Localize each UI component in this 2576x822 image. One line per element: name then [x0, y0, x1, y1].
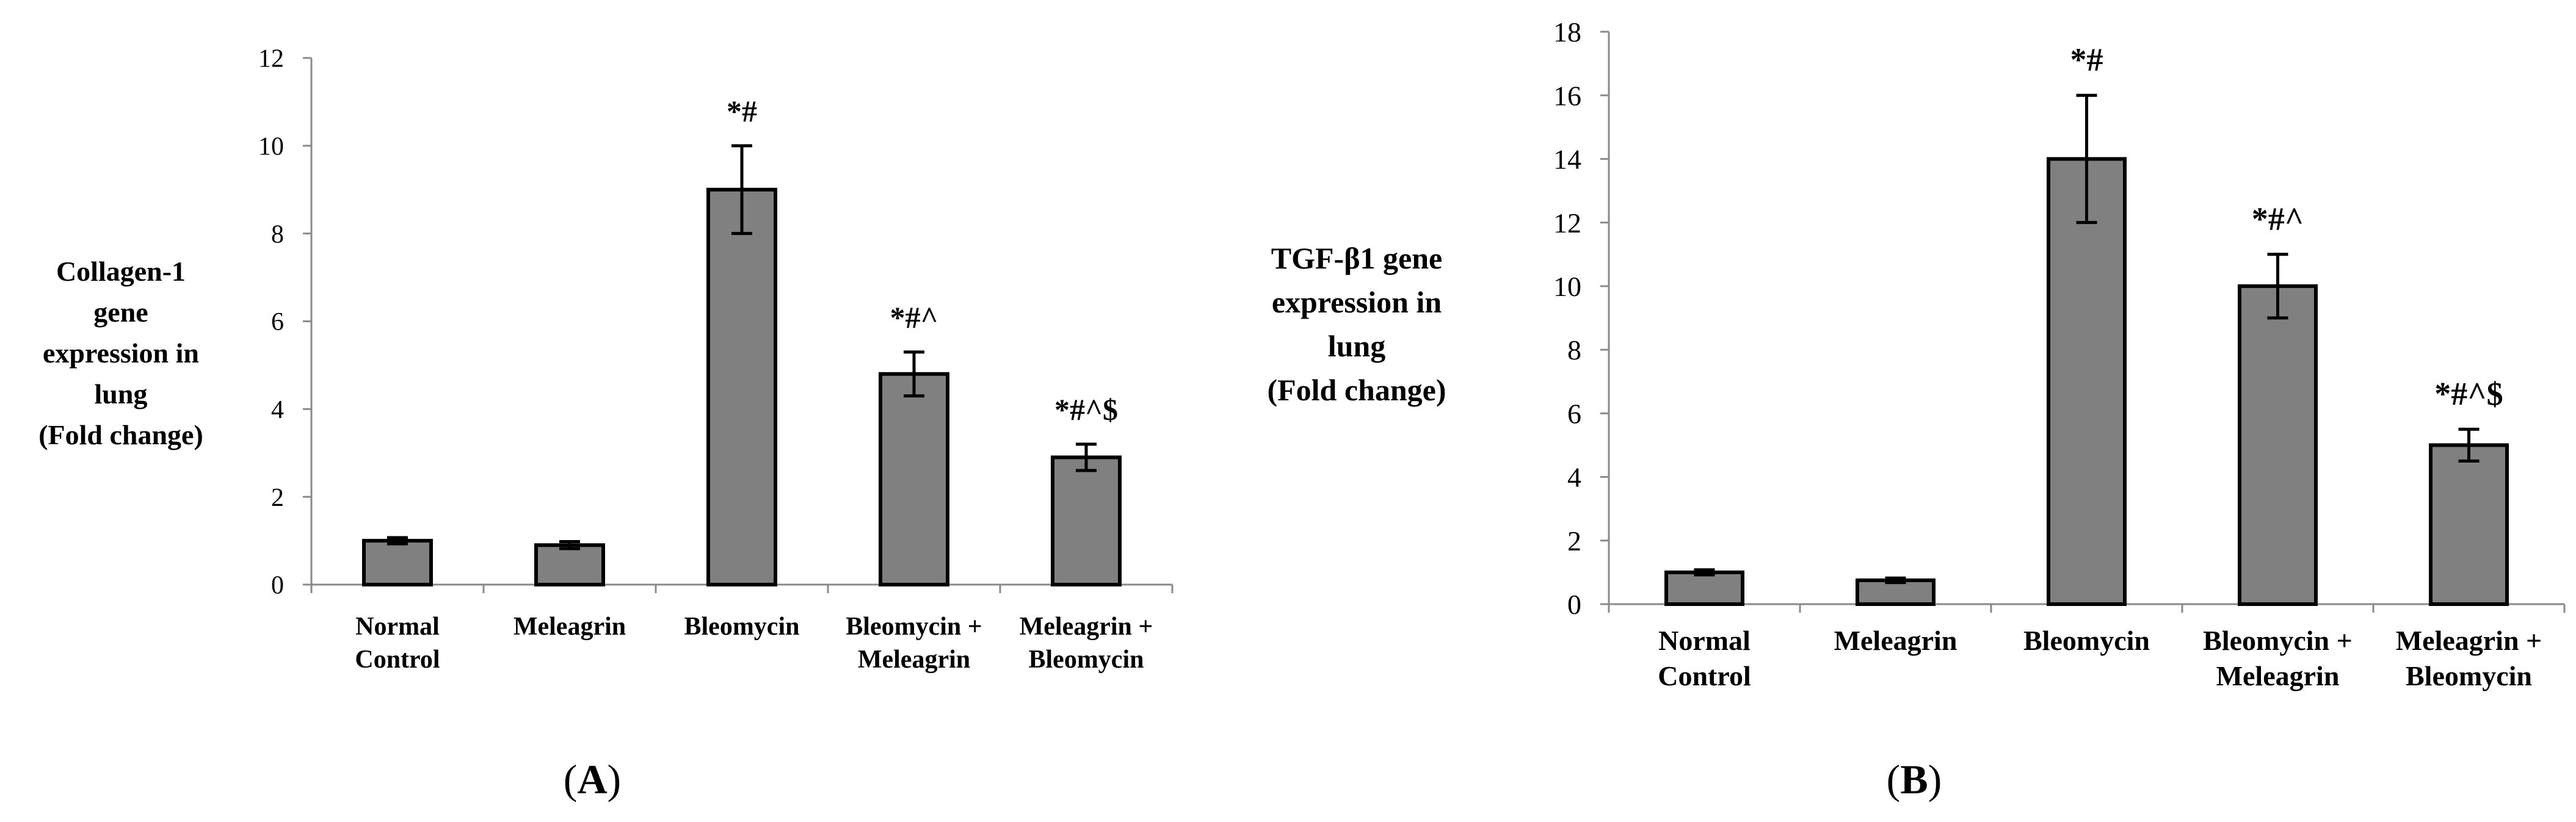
panel-label-letter: B [1900, 756, 1928, 802]
y-tick-label: 4 [271, 396, 284, 424]
bar [2047, 157, 2127, 606]
category-label: Meleagrin + [2396, 625, 2542, 656]
panel-label-paren: ( [564, 756, 578, 802]
bar [1664, 570, 1744, 607]
category-label: Meleagrin [1834, 625, 1957, 656]
y-tick-label: 10 [1553, 271, 1581, 302]
panel-label: (A) [564, 756, 621, 802]
y-tick-label: 12 [258, 45, 284, 73]
category-label: Meleagrin [513, 613, 626, 641]
y-tick-label: 2 [271, 484, 284, 512]
category-label: Bleomycin + [2203, 625, 2353, 656]
category-label: Bleomycin [684, 613, 800, 641]
error-bar [731, 144, 752, 236]
error-bar [1885, 576, 1906, 585]
y-tick-label: 18 [1553, 16, 1581, 48]
y-axis-label: expression in [43, 337, 199, 369]
significance-label: *#^$ [2434, 375, 2503, 412]
significance-label: *#^ [890, 300, 938, 334]
significance-label: *# [727, 94, 757, 128]
y-tick-label: 12 [1553, 207, 1581, 239]
bar [1051, 455, 1122, 586]
panel-label: (B) [1887, 756, 1942, 802]
bar [1856, 578, 1936, 607]
panel-a: 0 2 4 6 8 10 12 Normal Control Meleagrin *# Bleomyc… [38, 45, 1174, 802]
error-bar [2458, 427, 2480, 463]
significance-label: *#^$ [1054, 392, 1118, 427]
y-tick-label: 0 [271, 572, 284, 600]
panel-label-paren: ) [1928, 756, 1942, 802]
y-tick-label: 4 [1567, 462, 1581, 493]
y-tick-label: 8 [271, 220, 284, 248]
panel-b: 0 2 4 6 8 10 12 14 16 18 Normal Control Meleagrin *# B… [1267, 16, 2566, 802]
y-axis-label: lung [1328, 329, 1386, 363]
y-tick-label: 2 [1567, 525, 1581, 557]
panel-label-paren: ( [1887, 756, 1901, 802]
y-tick-label: 0 [1567, 589, 1581, 620]
error-bar [559, 540, 580, 550]
category-label: Normal [355, 613, 440, 641]
bar [2238, 284, 2318, 606]
category-label: Normal [1658, 625, 1751, 656]
y-axis-label: gene [93, 297, 148, 328]
y-axis-label: Collagen-1 [56, 256, 186, 287]
y-axis-label: TGF-β1 gene [1271, 241, 1442, 275]
significance-label: *# [2070, 41, 2103, 78]
error-bar [904, 350, 924, 398]
bar [534, 543, 605, 587]
y-axis-label: expression in [1272, 285, 1442, 319]
category-label: Meleagrin [2216, 660, 2340, 691]
bar [706, 187, 777, 586]
error-bar [1076, 442, 1097, 472]
bar [2429, 443, 2509, 606]
y-tick-label: 14 [1553, 144, 1581, 175]
error-bar [1694, 568, 1715, 577]
y-tick-label: 8 [1567, 334, 1581, 366]
category-label: Meleagrin + [1020, 613, 1153, 641]
y-axis-label: (Fold change) [38, 419, 203, 450]
category-label: Meleagrin [858, 646, 970, 674]
y-axis-label: lung [95, 378, 148, 409]
category-label: Bleomycin [1029, 646, 1144, 674]
category-label: Bleomycin [2406, 660, 2532, 691]
panel-label-paren: ) [608, 756, 622, 802]
error-bar [2267, 253, 2288, 320]
bar [879, 372, 949, 586]
category-label: Bleomycin + [846, 613, 982, 641]
y-axis-label: (Fold change) [1267, 373, 1446, 407]
significance-label: *#^ [2252, 201, 2304, 237]
category-label: Bleomycin [2023, 625, 2150, 656]
y-tick-label: 10 [258, 133, 284, 161]
y-tick-label: 6 [1567, 398, 1581, 429]
panel-label-letter: A [577, 756, 607, 802]
category-label: Control [355, 646, 440, 674]
y-tick-label: 6 [271, 308, 284, 336]
error-bar [2076, 93, 2097, 225]
error-bar [387, 536, 408, 546]
bar [362, 539, 433, 586]
category-label: Control [1658, 660, 1751, 691]
y-tick-label: 16 [1553, 80, 1581, 111]
